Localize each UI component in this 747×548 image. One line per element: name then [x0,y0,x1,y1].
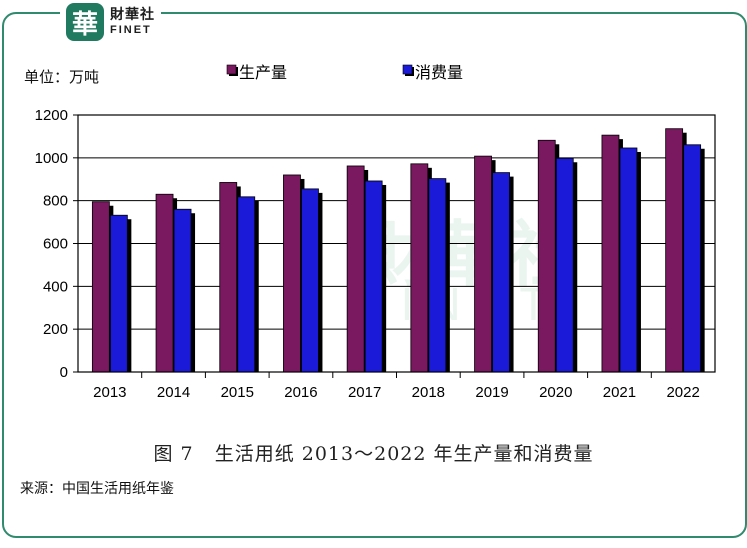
legend-swatch-production [226,64,237,75]
bar-consumption [364,180,383,373]
bar-consumption [109,214,128,373]
bar-consumption [555,157,574,373]
legend: 生产量 消费量 [226,63,463,82]
legend-label: 生产量 [239,63,287,82]
bar-production [474,155,492,373]
bar-consumption [492,172,510,373]
bar-production [155,193,174,373]
x-tick-label: 2022 [666,384,699,401]
axes: 0 200 400 600 800 1000 1200 2013 2014 2015 2016 201… [35,107,716,401]
bar-production [410,163,429,373]
unit-label: 单位：万吨 [24,68,100,86]
y-tick-label: 600 [43,236,68,253]
y-tick-label: 1200 [35,107,68,124]
x-tick-label: 2018 [412,384,445,401]
bar-consumption [683,144,702,373]
bar-production [283,174,301,373]
y-tick-label: 400 [43,278,68,295]
legend-swatch-consumption [402,64,413,75]
x-tick-label: 2021 [603,384,636,401]
source-note: 来源：中国生活用纸年鉴 [20,481,174,497]
bar-production [346,165,365,373]
y-tick-label: 0 [60,364,68,381]
x-tick-label: 2019 [475,384,508,401]
x-tick-label: 2013 [93,384,126,401]
y-tick-label: 800 [43,193,68,210]
x-tick-label: 2014 [157,384,190,401]
bar-consumption [173,208,192,373]
figure-caption: 图 7 生活用纸 2013～2022 年生产量和消费量 [153,443,594,465]
x-tick-label: 2015 [221,384,254,401]
x-tick-label: 2017 [348,384,381,401]
watermark-en: FINET [359,278,562,330]
finet-logo: 華 財華社 FINET [60,0,161,44]
y-tick-label: 1000 [35,150,68,167]
logo-name-cn: 財華社 [110,7,155,23]
bar-production [537,139,556,373]
logo-name-en: FINET [110,24,152,36]
bar-production [601,134,620,373]
legend-label: 消费量 [415,63,463,82]
bar-production [219,182,238,373]
logo-seal: 華 [66,3,104,41]
bar-production [665,128,684,373]
bar-consumption [301,188,319,373]
bar-consumption [428,178,447,373]
x-tick-label: 2020 [539,384,572,401]
bar-consumption [619,147,638,373]
bar-consumption [237,196,256,373]
x-tick-label: 2016 [284,384,317,401]
bar-production [91,201,110,373]
y-tick-label: 200 [43,321,68,338]
bars [91,128,705,373]
